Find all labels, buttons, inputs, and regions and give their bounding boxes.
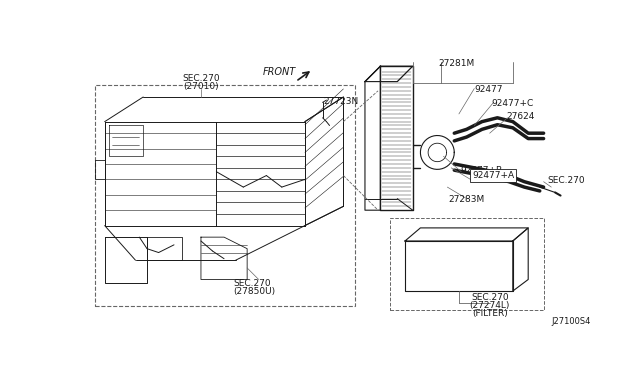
Text: SEC.270: SEC.270 [471, 294, 509, 302]
Text: 92477: 92477 [474, 85, 503, 94]
Text: FRONT: FRONT [262, 67, 296, 77]
Text: 92477+B: 92477+B [460, 166, 502, 175]
Text: SEC.270: SEC.270 [234, 279, 271, 289]
Text: SEC.270: SEC.270 [547, 176, 585, 185]
Bar [390, 218, 543, 310]
Text: (27274L): (27274L) [470, 301, 510, 310]
Text: 27283M: 27283M [449, 195, 484, 204]
Text: SEC.270: SEC.270 [182, 74, 220, 83]
Text: 27624: 27624 [507, 112, 535, 121]
Text: 27723N: 27723N [323, 97, 358, 106]
Text: J27100S4: J27100S4 [551, 317, 591, 326]
Text: (27850U): (27850U) [234, 287, 275, 296]
Bar [95, 85, 355, 307]
Text: 27281M: 27281M [438, 58, 475, 67]
Text: 92477+C: 92477+C [492, 99, 534, 108]
Text: (FILTER): (FILTER) [472, 309, 508, 318]
Text: 92477+A: 92477+A [472, 171, 514, 180]
Text: (27010): (27010) [183, 81, 219, 91]
